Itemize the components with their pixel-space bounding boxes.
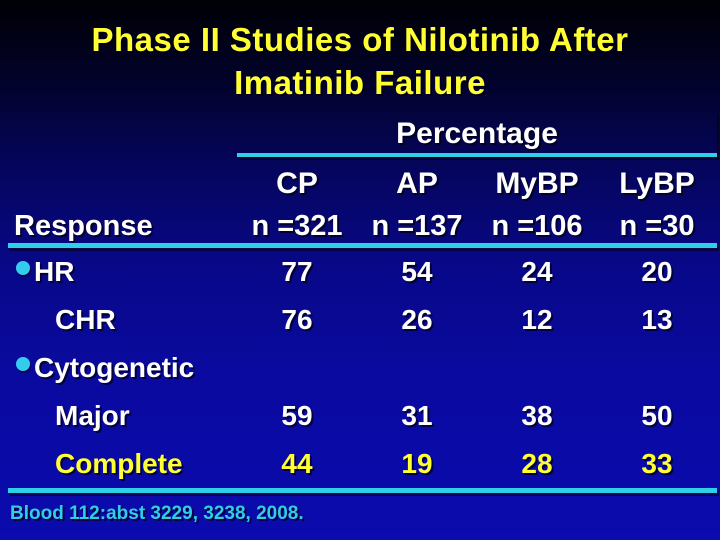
row-label: Complete [55, 448, 183, 479]
percentage-header: Percentage [237, 112, 717, 157]
row-label: Major [55, 400, 130, 431]
percentage-header-row: Percentage [8, 112, 717, 157]
row-label-cell: Complete [8, 448, 237, 480]
table-row-complete: Complete 44 19 28 33 [8, 440, 717, 488]
cell-chr-ap: 26 [401, 304, 433, 335]
table-row-hr: HR 77 54 24 20 [8, 248, 717, 296]
column-header-ap: AP [396, 167, 438, 200]
table-row-cytogenetic: Cytogenetic [8, 344, 717, 392]
cell-chr-mybp: 12 [521, 304, 553, 335]
cell-complete-ap: 19 [401, 448, 433, 479]
page-title: Phase II Studies of Nilotinib After Imat… [0, 18, 720, 104]
title-line-2: Imatinib Failure [234, 64, 486, 101]
table-row-chr: CHR 76 26 12 13 [8, 296, 717, 344]
n-count-ap: n =137 [371, 210, 463, 242]
cell-hr-ap: 54 [401, 256, 433, 287]
row-header-response: Response [14, 210, 153, 242]
cell-complete-mybp: 28 [521, 448, 553, 479]
row-label-cell: Major [8, 400, 237, 432]
response-table: Percentage CP AP MyBP LyBP Response n =3… [8, 112, 717, 493]
bullet-icon [16, 261, 30, 275]
cell-complete-cp: 44 [281, 448, 313, 479]
divider-bottom-rule [8, 488, 717, 493]
cell-major-mybp: 38 [521, 400, 553, 431]
row-label: Cytogenetic [34, 352, 195, 383]
cell-chr-cp: 76 [281, 304, 313, 335]
column-header-row: CP AP MyBP LyBP [8, 157, 717, 201]
row-label-cell: CHR [8, 304, 237, 336]
row-label: CHR [55, 304, 116, 335]
divider-top-rule [8, 243, 717, 248]
spacer-cell [8, 112, 237, 157]
n-count-cp: n =321 [251, 210, 343, 242]
table-row-major: Major 59 31 38 50 [8, 392, 717, 440]
cell-chr-lybp: 13 [641, 304, 673, 335]
n-count-row: Response n =321 n =137 n =106 n =30 [8, 201, 717, 243]
citation: Blood 112:abst 3229, 3238, 2008. [10, 503, 304, 524]
n-count-mybp: n =106 [491, 210, 583, 242]
cell-hr-mybp: 24 [521, 256, 553, 287]
column-header-cp: CP [276, 167, 318, 200]
cell-major-cp: 59 [281, 400, 313, 431]
column-header-mybp: MyBP [495, 167, 579, 200]
cell-hr-cp: 77 [281, 256, 313, 287]
n-count-lybp: n =30 [619, 210, 695, 242]
cell-complete-lybp: 33 [641, 448, 673, 479]
cell-major-lybp: 50 [641, 400, 673, 431]
title-line-1: Phase II Studies of Nilotinib After [91, 21, 629, 58]
row-label-cell: Cytogenetic [8, 352, 237, 384]
row-label-cell: HR [8, 256, 237, 288]
column-header-lybp: LyBP [619, 167, 695, 200]
cell-major-ap: 31 [401, 400, 433, 431]
row-label: HR [34, 256, 75, 287]
bullet-icon [16, 357, 30, 371]
cell-hr-lybp: 20 [641, 256, 673, 287]
